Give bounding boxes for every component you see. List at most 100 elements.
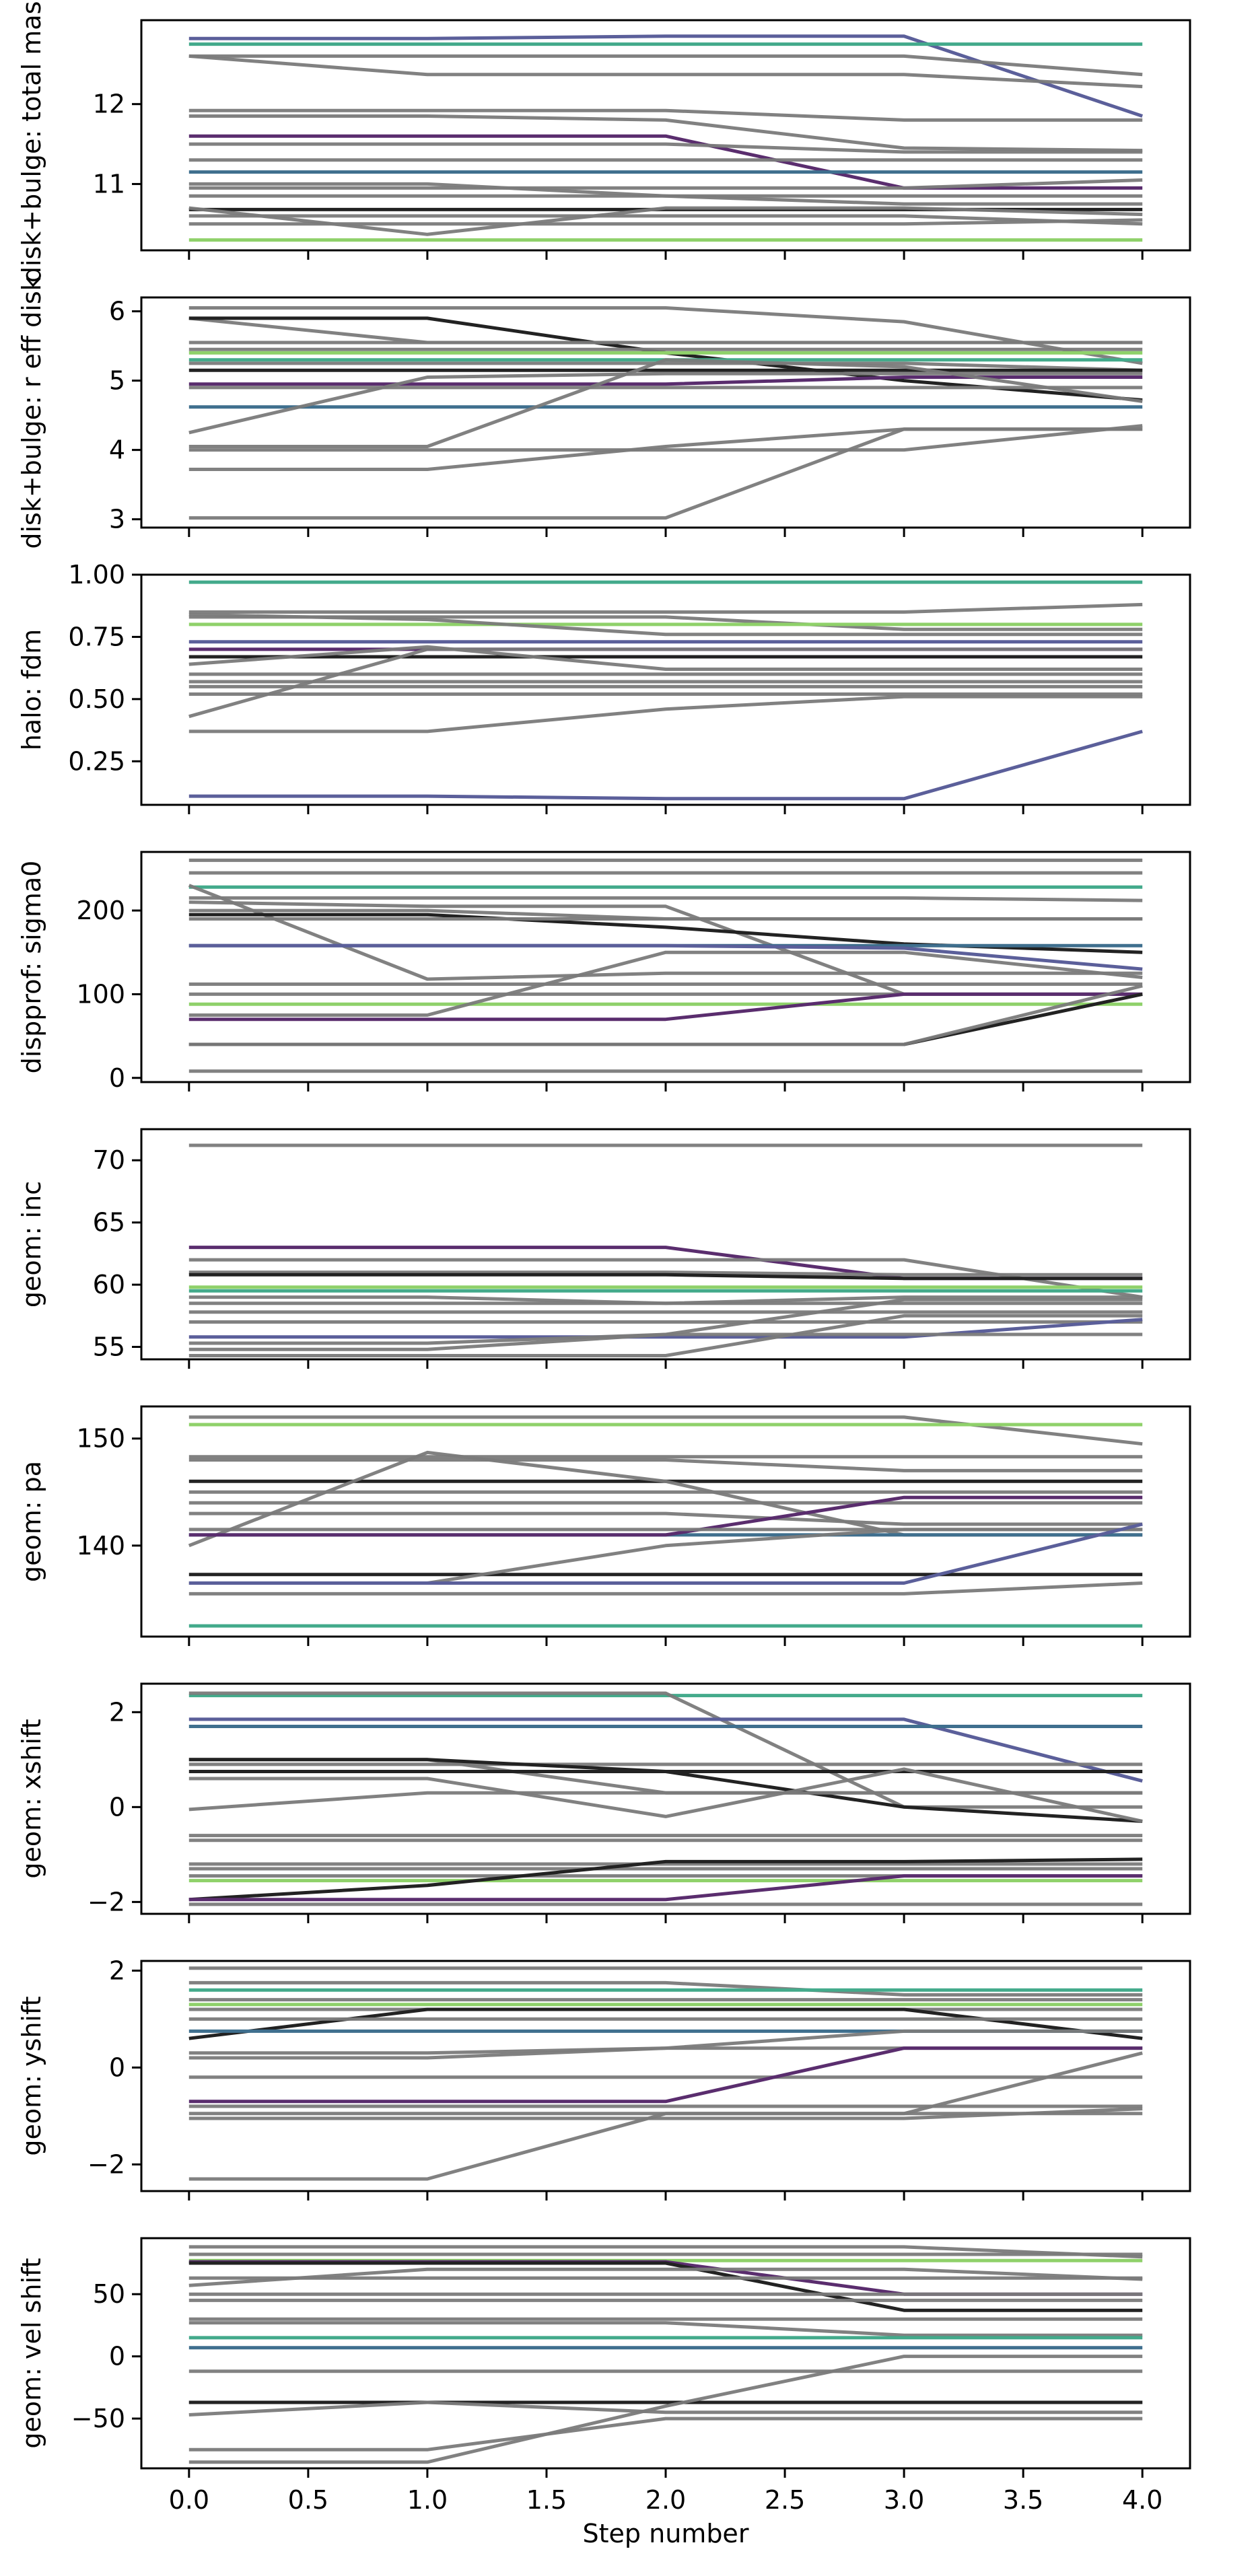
x-tick-label: 4.0: [1122, 2485, 1162, 2515]
series-line-15: [188, 424, 1143, 452]
series-line-3: [188, 54, 1143, 77]
series-group: [188, 1415, 1143, 1628]
series-line-2: [188, 1980, 1143, 1997]
y-tick-label: 2: [109, 1697, 125, 1727]
panel-frame: [140, 1128, 1191, 1361]
series-group: [188, 34, 1143, 242]
series-line-15: [188, 694, 1143, 734]
series-group: [188, 858, 1143, 1073]
series-line-15: [188, 1522, 1143, 1585]
x-tick-label: 0.5: [288, 2485, 328, 2515]
panel-frame: [140, 2237, 1191, 2470]
series-line-9: [188, 1791, 1143, 1812]
series-line-5: [188, 2261, 1143, 2312]
series-line-5: [188, 612, 1143, 637]
series-line-7: [188, 2007, 1143, 2040]
y-axis-label: dispprof: sigma0: [17, 861, 46, 1074]
series-line-13: [188, 194, 1143, 206]
y-tick-label: 3: [109, 505, 125, 534]
y-tick-label: 200: [76, 896, 125, 925]
panel-6: 140 150 geom: pa: [17, 1405, 1191, 1646]
series-line-13: [188, 2046, 1143, 2104]
series-line-1: [188, 306, 1143, 365]
series-line-1: [188, 1415, 1143, 1446]
series-line-16: [188, 1581, 1143, 1596]
y-tick-label: 50: [93, 2279, 125, 2309]
x-tick-label: 2.0: [646, 2485, 686, 2515]
panel-frame: [140, 296, 1191, 529]
series-line-4: [188, 1458, 1143, 1472]
series-group: [188, 1691, 1143, 1906]
y-axis-label: geom: yshift: [17, 1996, 46, 2155]
series-line-17: [188, 2051, 1143, 2181]
panel-8: −2 0 2 geom: yshift: [17, 1956, 1191, 2201]
x-tick-label: 3.0: [884, 2485, 924, 2515]
series-group: [188, 2245, 1143, 2464]
series-line-14: [188, 358, 1143, 448]
panel-3: 0.25 0.50 0.75 1.00 halo: fdm: [17, 560, 1191, 814]
y-tick-label: 0: [109, 2342, 125, 2371]
y-tick-label: 11: [93, 169, 125, 199]
series-line-17: [188, 1857, 1143, 1902]
series-line-13: [188, 371, 1143, 435]
y-tick-label: 140: [76, 1531, 125, 1561]
y-axis-label: disk+bulge: r eff disk: [17, 276, 46, 548]
y-tick-label: −2: [88, 1887, 125, 1917]
series-group: [188, 580, 1143, 801]
y-tick-label: 60: [93, 1270, 125, 1299]
series-line-5: [188, 108, 1143, 122]
series-line-11: [188, 943, 1143, 971]
series-line-18: [188, 2417, 1143, 2452]
series-line-13: [188, 647, 1143, 719]
series-line-6: [188, 114, 1143, 153]
series-line-18: [188, 1874, 1143, 1902]
series-line-1: [188, 2245, 1143, 2259]
series-line-4: [188, 1271, 1143, 1277]
series-line-14: [188, 1297, 1143, 1351]
series-line-12: [188, 1318, 1143, 1339]
x-tick-label: 3.5: [1003, 2485, 1043, 2515]
y-tick-label: 5: [109, 366, 125, 396]
series-line-19: [188, 2355, 1143, 2464]
series-line-4: [188, 884, 1143, 981]
series-line-10: [188, 1767, 1143, 1823]
x-tick-label: 1.5: [526, 2485, 567, 2515]
series-line-8: [188, 361, 1143, 372]
series-line-17: [188, 427, 1143, 520]
series-line-8: [188, 142, 1143, 154]
series-line-17: [188, 218, 1143, 226]
y-tick-label: 55: [93, 1332, 125, 1362]
x-tick-label: 0.0: [169, 2485, 209, 2515]
x-tick-label: 1.0: [407, 2485, 448, 2515]
series-line-18: [188, 984, 1143, 1046]
y-tick-label: −2: [88, 2149, 125, 2179]
y-tick-label: 0: [109, 2052, 125, 2082]
y-axis-label: geom: inc: [17, 1181, 46, 1308]
series-line-6: [188, 2267, 1143, 2287]
series-line-16: [188, 992, 1143, 1022]
y-tick-label: 2: [109, 1956, 125, 1985]
y-tick-label: 0.50: [68, 684, 125, 714]
y-tick-label: 4: [109, 435, 125, 465]
y-tick-label: 150: [76, 1424, 125, 1454]
y-axis-label: halo: fdm: [17, 629, 46, 751]
panel-7: −2 0 2 geom: xshift: [17, 1682, 1191, 1923]
series-line-7: [188, 134, 1143, 190]
y-tick-label: 12: [93, 90, 125, 119]
series-group: [188, 1143, 1143, 1357]
series-line-15: [188, 950, 1143, 1017]
y-tick-label: 0.75: [68, 622, 125, 651]
series-line-9: [188, 645, 1143, 671]
series-line-3: [188, 1717, 1143, 1783]
y-tick-label: 65: [93, 1208, 125, 1238]
series-line-16: [188, 214, 1143, 226]
panel-5: 55 60 65 70 geom: inc: [17, 1128, 1191, 1369]
series-line-17: [188, 2400, 1143, 2417]
series-line-12: [188, 178, 1143, 190]
y-axis-label: geom: xshift: [17, 1719, 46, 1878]
series-line-4: [188, 54, 1143, 89]
y-tick-label: 100: [76, 979, 125, 1009]
series-group: [188, 306, 1143, 520]
